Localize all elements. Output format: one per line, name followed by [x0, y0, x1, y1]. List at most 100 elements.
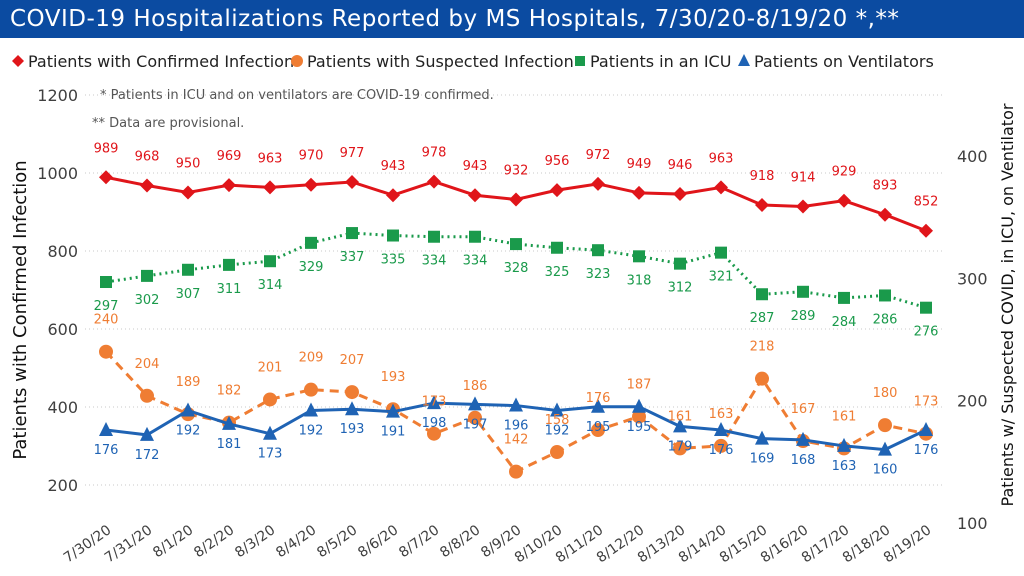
data-point [345, 175, 359, 189]
data-label: 956 [545, 154, 570, 169]
data-point [632, 186, 646, 200]
data-label: 918 [750, 169, 775, 184]
data-point [796, 200, 810, 214]
data-label: 198 [422, 416, 447, 431]
data-point [509, 193, 523, 207]
x-tick-label: 8/3/20 [232, 522, 278, 561]
data-point [755, 372, 769, 386]
data-point [878, 208, 892, 222]
data-label: 323 [586, 267, 611, 282]
data-point [674, 258, 686, 270]
data-label: 297 [94, 299, 119, 314]
data-point [305, 237, 317, 249]
data-point [140, 389, 154, 403]
data-label: 977 [340, 146, 365, 161]
y-left-tick-label: 1000 [37, 164, 78, 183]
data-point [797, 286, 809, 298]
data-label: 176 [94, 443, 119, 458]
data-point [99, 345, 113, 359]
data-point [140, 178, 154, 192]
legend-marker [738, 54, 750, 66]
data-label: 932 [504, 164, 529, 179]
data-label: 195 [627, 420, 652, 435]
data-point [181, 186, 195, 200]
data-label: 218 [750, 340, 775, 355]
y-right-tick-label: 300 [957, 269, 988, 288]
data-point [468, 188, 482, 202]
y-left-tick-label: 200 [47, 476, 78, 495]
data-label: 182 [217, 384, 242, 399]
x-tick-label: 8/1/20 [150, 522, 196, 561]
data-point [428, 231, 440, 243]
data-label: 972 [586, 148, 611, 163]
data-label: 197 [463, 417, 488, 432]
data-point [263, 392, 277, 406]
data-label: 191 [381, 425, 406, 440]
data-point [304, 383, 318, 397]
data-point [510, 238, 522, 250]
data-label: 163 [709, 407, 734, 422]
data-label: 201 [258, 360, 283, 375]
legend-label: Patients with Confirmed Infection [28, 52, 294, 71]
data-label: 169 [750, 452, 775, 467]
data-label: 192 [299, 423, 324, 438]
data-point [919, 224, 933, 238]
data-label: 176 [914, 443, 939, 458]
data-point [387, 230, 399, 242]
data-label: 176 [709, 443, 734, 458]
note-icu-ventilator: * Patients in ICU and on ventilators are… [100, 88, 494, 103]
data-point [714, 180, 728, 194]
y-right-axis-title: Patients w/ Suspected COVID, in ICU, on … [998, 103, 1017, 506]
data-point [673, 187, 687, 201]
data-point [182, 264, 194, 276]
x-tick-label: 8/5/20 [314, 522, 360, 561]
data-label: 989 [94, 141, 119, 156]
data-label: 168 [791, 453, 816, 468]
legend-marker [12, 55, 24, 67]
data-label: 311 [217, 282, 242, 297]
data-point [837, 194, 851, 208]
data-label: 286 [873, 312, 898, 327]
data-point [920, 302, 932, 314]
data-label: 334 [463, 254, 488, 269]
x-tick-label: 8/19/20 [881, 522, 934, 566]
data-point [222, 178, 236, 192]
data-label: 963 [709, 151, 734, 166]
data-label: 968 [135, 149, 160, 164]
data-label: 893 [873, 179, 898, 194]
y-right-tick-label: 200 [957, 392, 988, 411]
y-left-axis-title: Patients with Confirmed Infection [10, 160, 31, 459]
data-point [100, 276, 112, 288]
data-point [755, 198, 769, 212]
data-point [879, 289, 891, 301]
legend-marker [575, 56, 585, 66]
legend-label: Patients in an ICU [590, 52, 731, 71]
y-left-tick-label: 1200 [37, 86, 78, 105]
data-label: 173 [914, 395, 939, 410]
data-label: 335 [381, 253, 406, 268]
data-label: 307 [176, 287, 201, 302]
data-label: 173 [422, 395, 447, 410]
data-label: 163 [832, 459, 857, 474]
data-label: 204 [135, 357, 160, 372]
data-label: 970 [299, 149, 324, 164]
data-point [509, 465, 523, 479]
data-point [551, 242, 563, 254]
data-label: 963 [258, 151, 283, 166]
data-label: 914 [791, 171, 816, 186]
y-left-tick-label: 600 [47, 320, 78, 339]
x-tick-label: 7/31/20 [102, 522, 155, 566]
data-label: 276 [914, 325, 939, 340]
data-label: 173 [258, 447, 283, 462]
data-label: 193 [381, 370, 406, 385]
data-label: 167 [791, 402, 816, 417]
data-label: 943 [381, 159, 406, 174]
y-left-tick-label: 800 [47, 242, 78, 261]
legend-label: Patients on Ventilators [754, 52, 934, 71]
data-label: 287 [750, 311, 775, 326]
data-label: 929 [832, 165, 857, 180]
data-point [304, 178, 318, 192]
data-label: 314 [258, 278, 283, 293]
data-label: 172 [135, 448, 160, 463]
data-label: 160 [873, 463, 898, 478]
